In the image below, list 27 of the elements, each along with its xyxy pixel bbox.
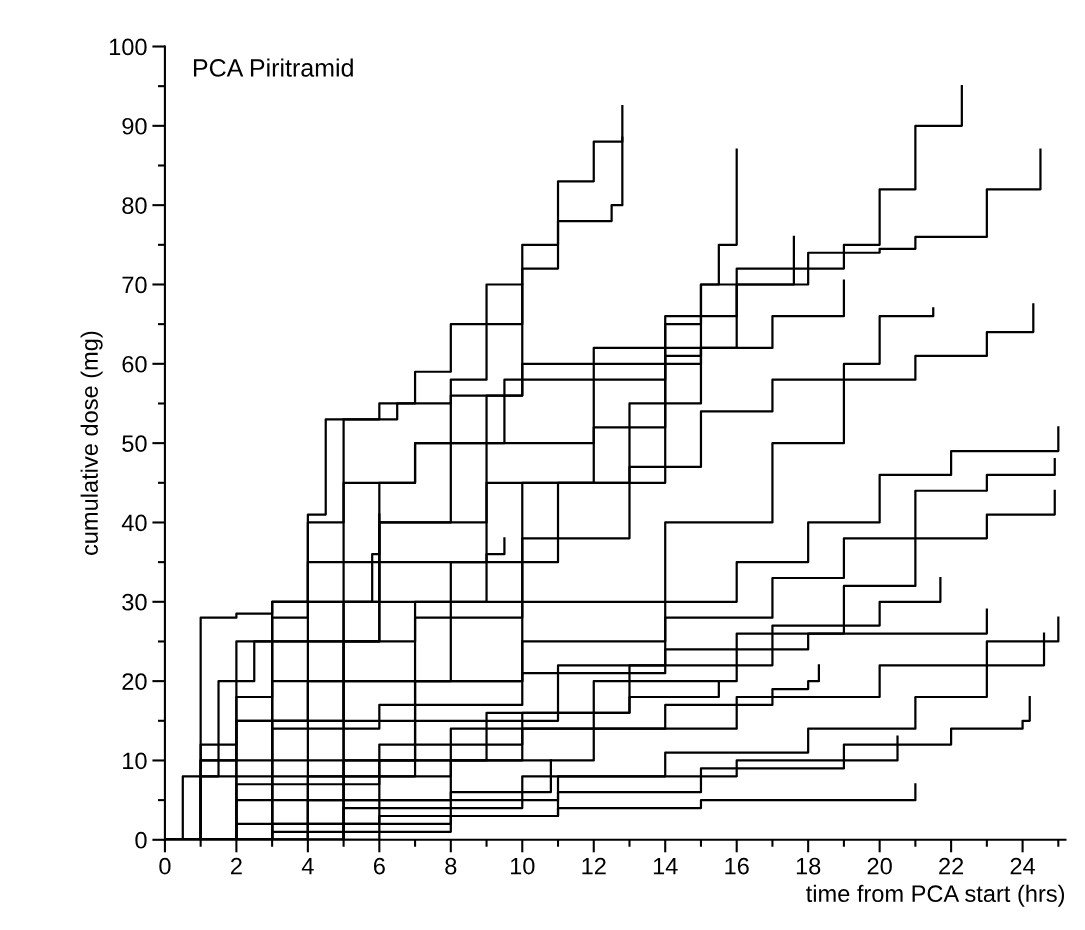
- y-tick-label: 80: [122, 197, 147, 214]
- x-tick-label: 4: [301, 858, 314, 875]
- y-tick-label: 30: [122, 593, 147, 611]
- y-tick-label: 20: [122, 673, 147, 690]
- x-tick-label: 14: [653, 858, 678, 875]
- y-tick-label: 50: [122, 435, 147, 452]
- y-tick-label: 0: [135, 831, 147, 849]
- x-tick-label: 6: [373, 857, 385, 875]
- x-tick-label: 20: [867, 857, 892, 875]
- x-tick-label: 10: [510, 857, 535, 875]
- x-tick-label: 8: [445, 857, 457, 875]
- y-tick-label: 70: [122, 276, 147, 294]
- y-tick-label: 90: [122, 117, 147, 135]
- y-tick-label: 60: [122, 355, 147, 373]
- y-tick-label: 10: [123, 752, 147, 770]
- x-tick-label: 24: [1010, 857, 1036, 875]
- x-tick-label: 12: [582, 857, 606, 875]
- y-tick-label: 40: [121, 514, 147, 532]
- x-tick-label: 0: [159, 857, 171, 875]
- x-tick-label: 2: [231, 857, 242, 875]
- x-tick-label: 16: [725, 857, 749, 875]
- y-axis-title: cumulative dose (mg): [80, 331, 103, 555]
- x-tick-label: 18: [796, 857, 821, 875]
- x-axis-title: time from PCA start (hrs): [806, 884, 1065, 907]
- y-tick-label: 100: [109, 38, 147, 56]
- chart-title: PCA Piritramid: [193, 58, 353, 77]
- x-tick-label: 22: [939, 857, 964, 875]
